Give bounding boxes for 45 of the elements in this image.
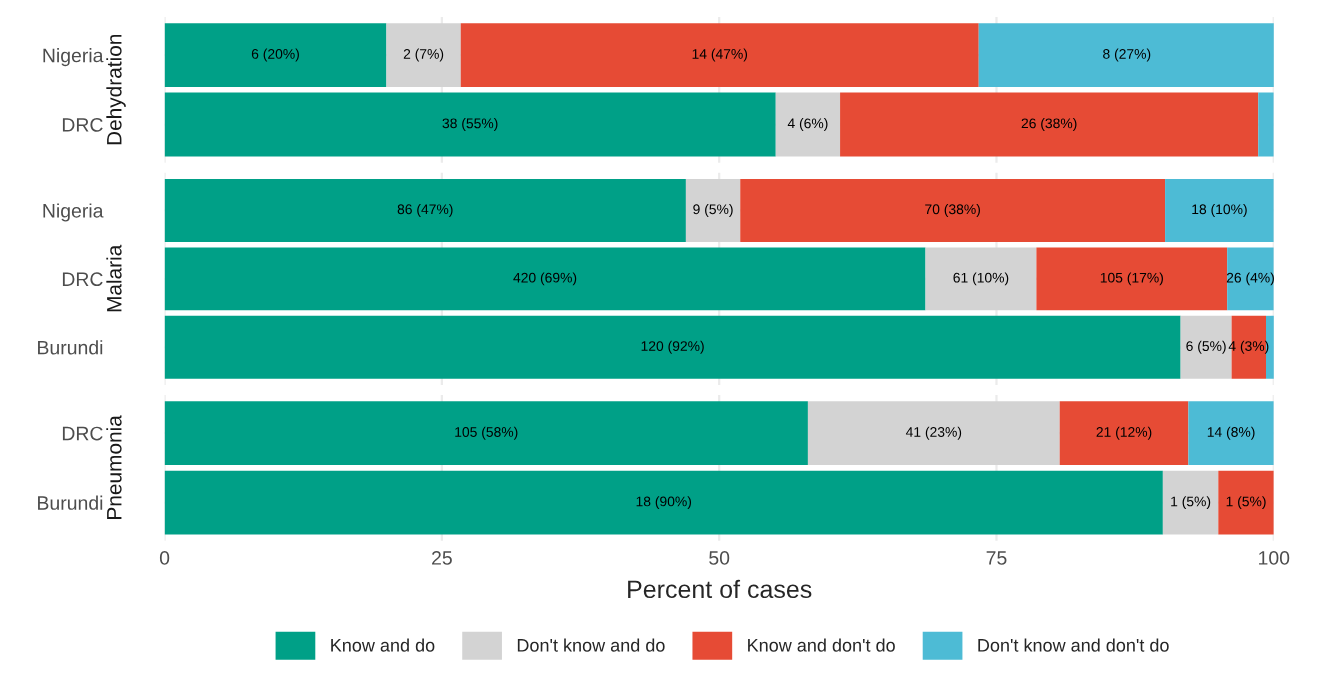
- x-tick-label: 100: [1259, 551, 1290, 565]
- legend-label: Know and do: [331, 638, 435, 652]
- bar: [1180, 315, 1232, 379]
- bar: [1162, 470, 1219, 535]
- bar: [1258, 92, 1274, 157]
- y-tick-label: Nigeria: [43, 48, 104, 67]
- bar: [807, 401, 1060, 466]
- x-tick-label: 25: [432, 551, 452, 565]
- y-axis-title: Dehydration: [106, 34, 126, 145]
- y-axis-title: Malaria: [106, 244, 122, 312]
- legend-label: Don't know and don't do: [978, 638, 1169, 652]
- y-tick-label: Burundi: [38, 495, 103, 510]
- bar: [1218, 470, 1274, 535]
- bar: [1165, 178, 1274, 242]
- bar: [1231, 315, 1267, 379]
- bar: [164, 92, 776, 157]
- bar: [925, 247, 1037, 311]
- y-axis-title: Pneumonia: [106, 415, 122, 519]
- bar: [1227, 247, 1274, 311]
- x-tick-label: 0: [159, 551, 170, 565]
- y-tick-label: Nigeria: [43, 203, 104, 222]
- bar: [685, 178, 741, 242]
- x-axis-title: Percent of cases: [628, 579, 812, 599]
- y-tick-label: DRC: [62, 426, 103, 441]
- x-tick-label: 50: [709, 551, 730, 565]
- bar: [1188, 401, 1274, 466]
- x-tick-label: 75: [986, 551, 1007, 565]
- y-tick-label: DRC: [62, 272, 103, 287]
- bar: [978, 23, 1274, 88]
- bar: [164, 401, 808, 466]
- bar: [164, 247, 926, 311]
- bar: [1036, 247, 1228, 311]
- y-tick-label: DRC: [62, 118, 103, 132]
- y-tick-label: Burundi: [38, 340, 103, 355]
- legend-label: Don't know and do: [517, 638, 665, 652]
- bar: [840, 92, 1259, 157]
- legend-label: Know and don't do: [748, 638, 895, 652]
- bar: [386, 23, 461, 88]
- bar: [1059, 401, 1189, 466]
- bar: [164, 315, 1181, 379]
- bar: [164, 178, 686, 242]
- bar: [164, 23, 387, 88]
- bar: [460, 23, 979, 88]
- bar: [740, 178, 1166, 242]
- bar: [775, 92, 841, 157]
